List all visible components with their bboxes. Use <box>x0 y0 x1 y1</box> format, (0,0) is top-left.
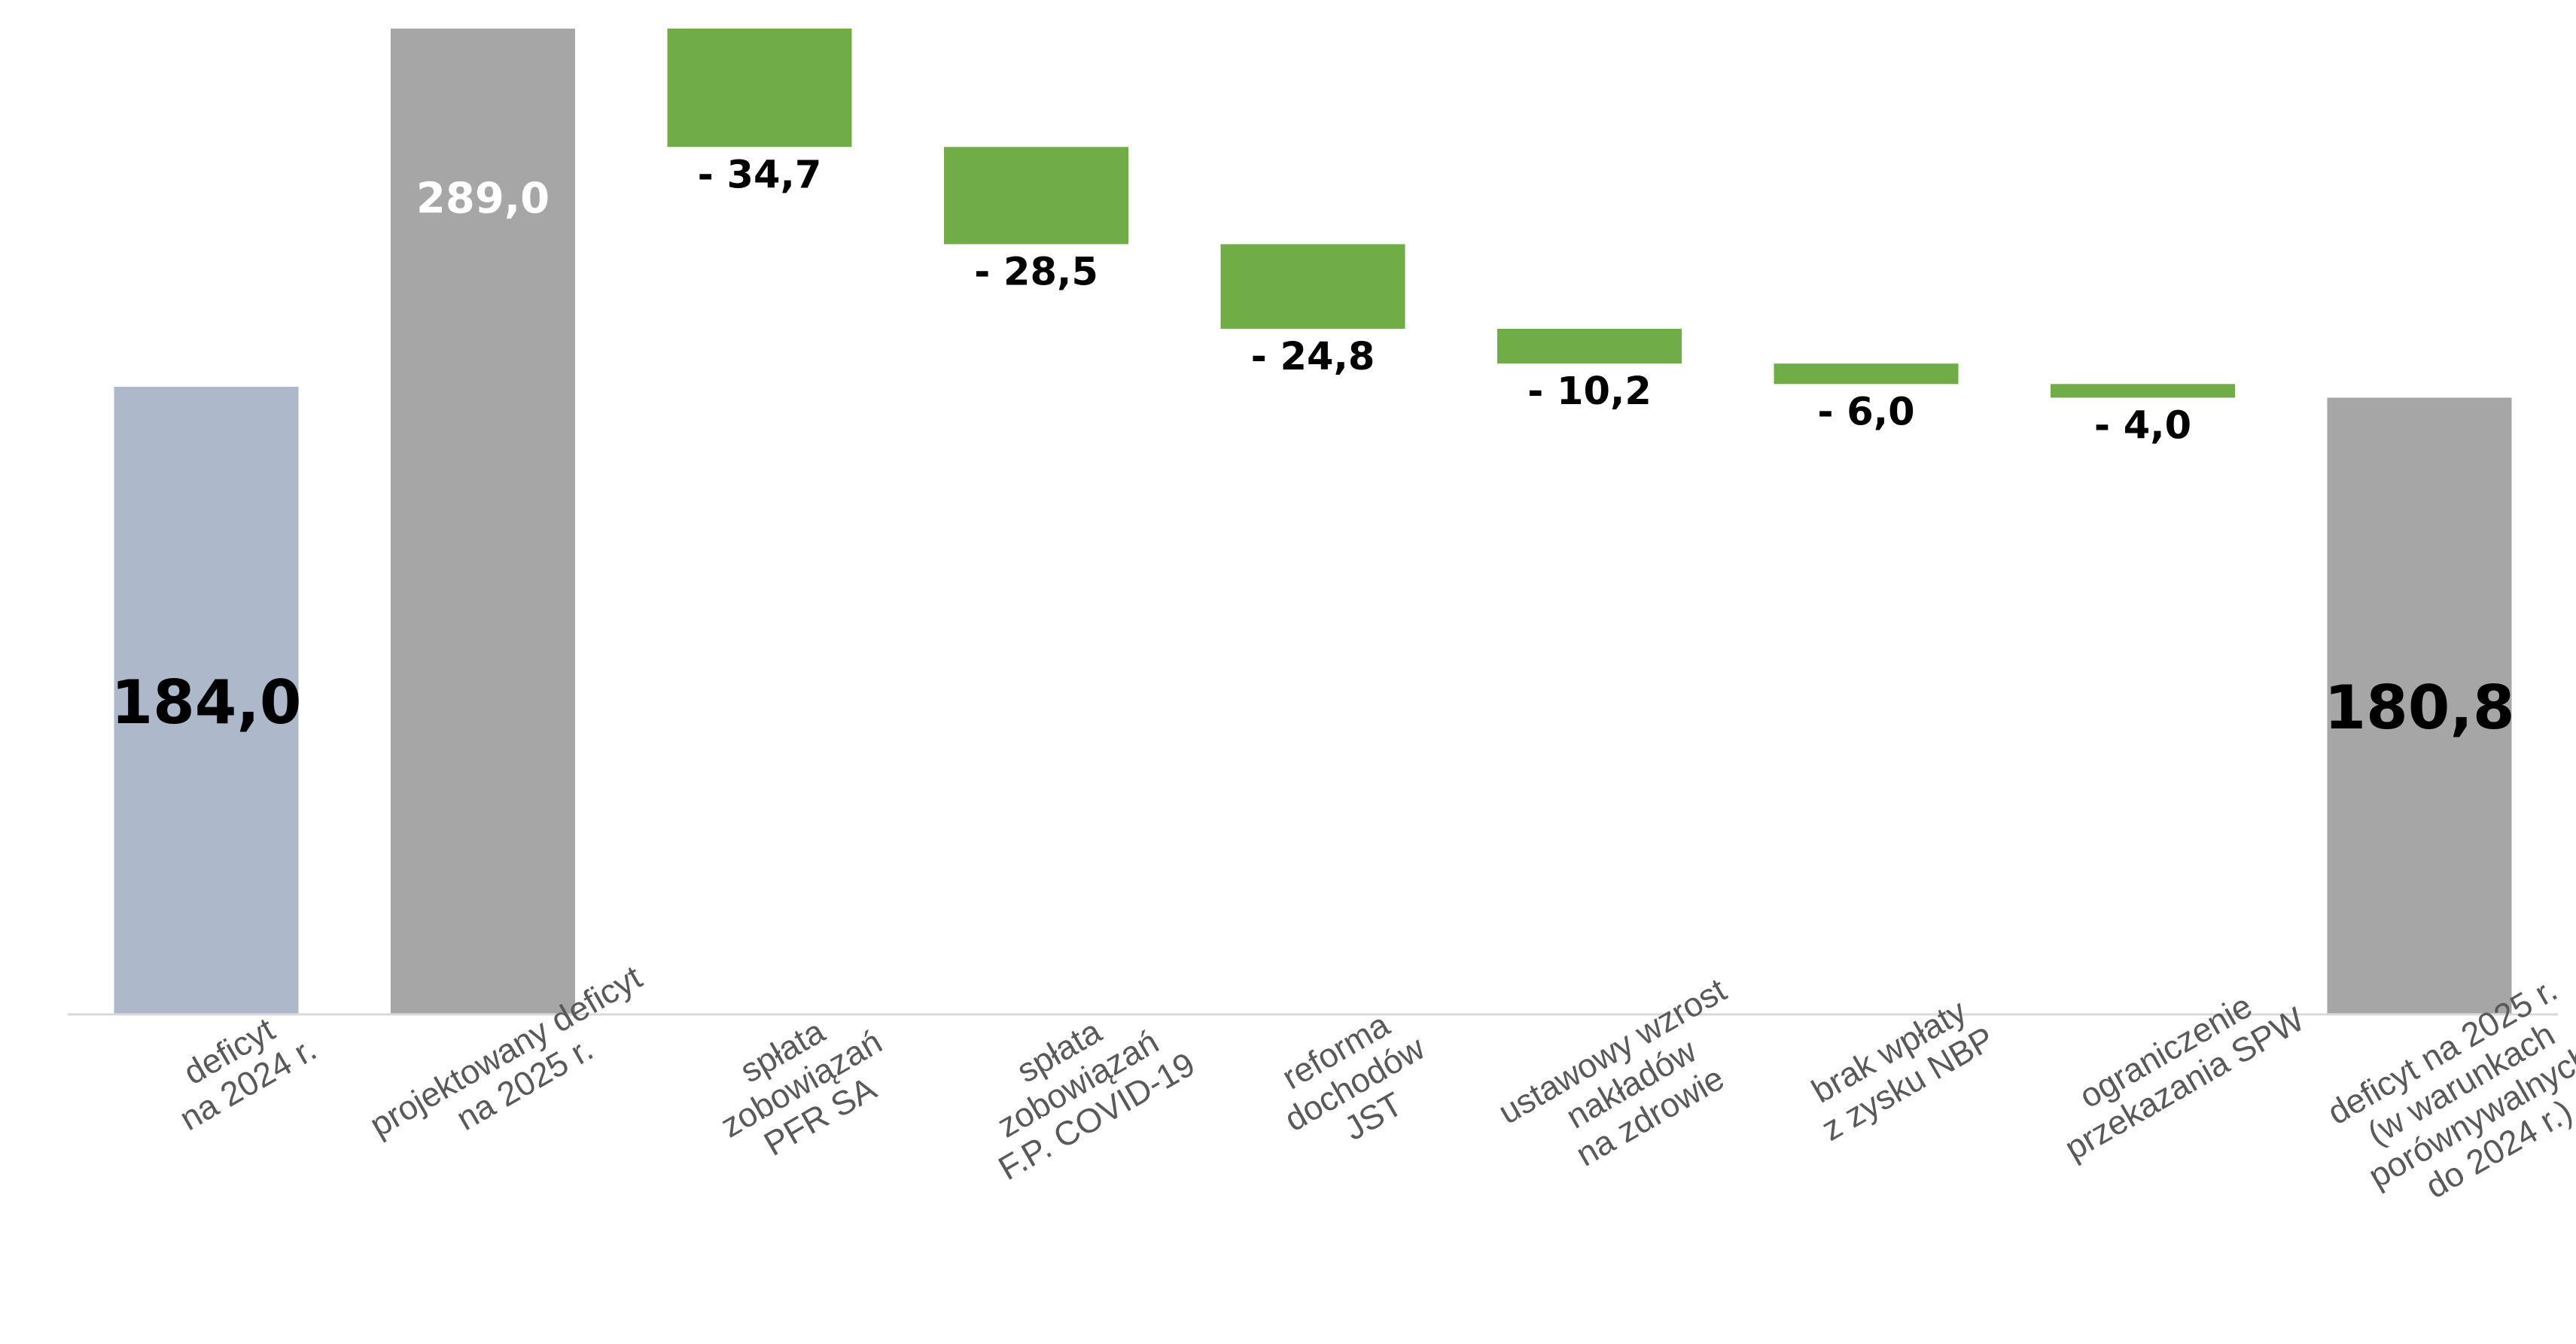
value-label-5: - 24,8 <box>1251 335 1375 379</box>
value-label-8: - 4,0 <box>2094 403 2191 448</box>
value-label-3: - 34,7 <box>698 153 822 197</box>
value-label-1: 184,0 <box>111 667 301 737</box>
bar-8 <box>2051 384 2235 398</box>
value-label-2: 289,0 <box>416 175 550 223</box>
bar-4 <box>944 147 1128 245</box>
bar-3 <box>667 29 852 147</box>
bar-7 <box>1774 363 1959 385</box>
bar-6 <box>1497 328 1682 364</box>
bar-5 <box>1220 244 1405 329</box>
value-label-9: 180,8 <box>2324 673 2514 743</box>
bar-2 <box>391 29 575 1014</box>
bar-1 <box>114 386 299 1014</box>
value-label-6: - 10,2 <box>1527 369 1652 414</box>
bars-group <box>114 29 2512 1014</box>
value-label-7: - 6,0 <box>1817 390 1914 434</box>
value-label-4: - 28,5 <box>974 250 1098 294</box>
value-labels-group: 184,0 289,0 - 34,7 - 28,5 - 24,8 - 10,2 - 6,0 -… <box>111 153 2514 743</box>
bar-9 <box>2327 397 2512 1014</box>
